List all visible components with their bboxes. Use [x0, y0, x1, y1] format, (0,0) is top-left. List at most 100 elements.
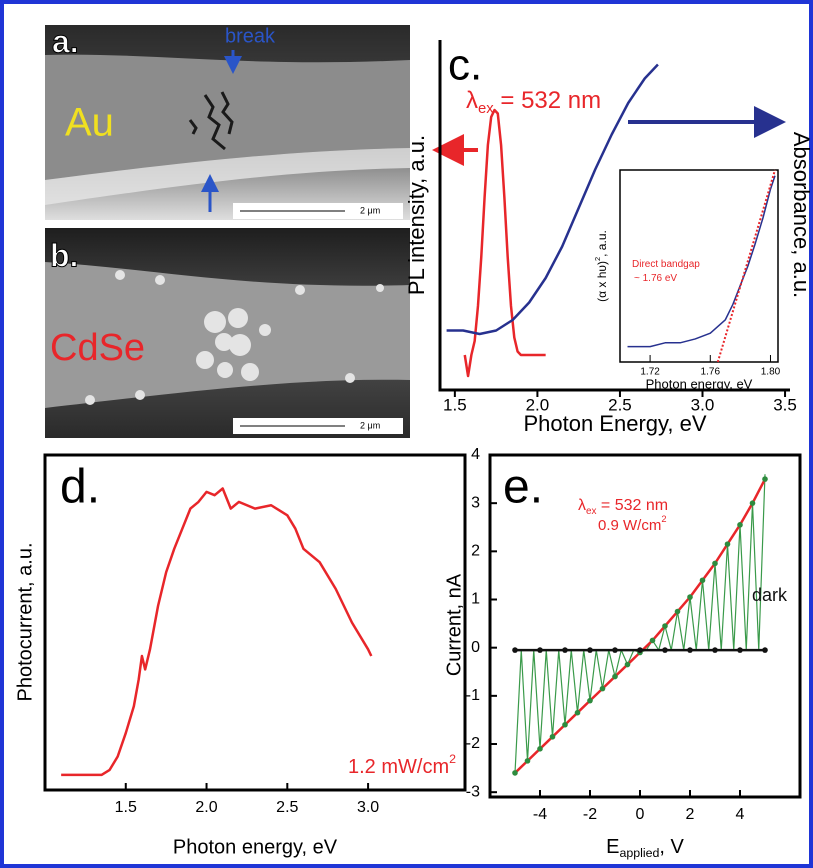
y2-axis-label: Absorbance, a.u.	[789, 132, 813, 298]
annotation: break	[225, 25, 276, 47]
x-tick-label: 2.5	[608, 395, 632, 414]
data-point	[649, 637, 656, 644]
data-point	[749, 500, 756, 506]
series-line	[463, 108, 546, 378]
y-tick-label: 4	[471, 446, 480, 463]
data-point	[512, 770, 518, 776]
x-tick-label: 1.72	[640, 367, 660, 378]
annotation: ~ 1.76 eV	[634, 273, 677, 284]
panel-title: e.	[503, 461, 543, 514]
gap	[188, 91, 234, 151]
chart-panel: -4 -2 0 2 4 -3 -2 -1 0 1 2 3 4 e.	[466, 446, 802, 823]
data-point	[712, 647, 718, 653]
chart-panel: 1.72 1.76 1.80	[619, 169, 781, 378]
x-tick-label: 1.76	[701, 367, 721, 378]
text-segment: E	[606, 836, 619, 858]
text-segment: Direct bandgap	[632, 259, 700, 270]
x-axis-label: Photon Energy, eV	[523, 411, 706, 436]
x-tick-label: 1.5	[115, 799, 137, 816]
data-point	[537, 746, 543, 752]
scale-label: 2 μm	[360, 420, 380, 430]
scale-label: 2 μm	[360, 205, 380, 215]
x-tick-label: -4	[533, 806, 547, 823]
x-axis-label: Photon energy, eV	[173, 836, 338, 858]
data-point	[762, 476, 768, 482]
data-point	[662, 647, 668, 653]
data-point	[662, 623, 668, 629]
annotation: 0.9 W/cm2	[598, 514, 667, 534]
text-segment: ~ 1.76 eV	[634, 273, 677, 284]
text-segment: 2	[593, 257, 602, 261]
text-segment: 1.2 mW/cm	[348, 756, 449, 778]
y-axis-label: (α x hυ)2, a.u.	[593, 230, 609, 302]
x-tick-label: 2.0	[526, 395, 550, 414]
x-tick-label: 3.5	[773, 395, 797, 414]
chart-panel: 1.5 2.0 2.5 3.0 3.5 c.	[438, 40, 797, 414]
data-point	[737, 522, 743, 528]
annotation: Direct bandgap	[632, 259, 700, 270]
data-point	[562, 647, 568, 653]
data-point	[587, 697, 593, 704]
data-point	[512, 647, 518, 653]
annotation: dark	[752, 585, 788, 605]
data-point	[687, 647, 693, 653]
sem-image-b: b. CdSe 2 μm	[45, 228, 410, 438]
annotation: 1.2 mW/cm2	[348, 752, 456, 778]
text-segment: 2	[661, 514, 666, 524]
text-segment: = 532 nm	[494, 87, 601, 114]
data-point	[762, 647, 768, 653]
text-segment: λ	[466, 87, 478, 114]
data-point	[587, 647, 593, 653]
series-line	[716, 169, 776, 363]
text-segment: ex	[478, 101, 494, 117]
data-point	[737, 647, 743, 653]
x-tick-label: 1.80	[761, 367, 781, 378]
data-point	[624, 661, 631, 668]
data-point	[562, 721, 568, 728]
sem-image-a: a. Au break 2 μm	[45, 23, 410, 220]
material-label: CdSe	[50, 327, 145, 369]
data-point	[687, 594, 693, 600]
x-tick-label: 3.0	[357, 799, 379, 816]
data-point	[674, 608, 681, 615]
x-tick-label: 2.5	[276, 799, 298, 816]
text-segment: = 532 nm	[596, 497, 668, 514]
y-tick-label: -2	[466, 735, 480, 752]
x-tick-label: 4	[736, 806, 745, 823]
panel-title: d.	[60, 461, 100, 514]
data-point	[712, 560, 718, 567]
annotation: λex = 532 nm	[578, 497, 668, 516]
data-point	[612, 647, 618, 653]
panel-title: c.	[448, 41, 482, 90]
annotation: λex = 532 nm	[466, 87, 601, 117]
text-segment: 0.9 W/cm	[598, 517, 661, 534]
material-label: Au	[65, 101, 114, 145]
y-tick-label: 3	[471, 494, 480, 511]
particles	[85, 270, 384, 405]
x-tick-label: 2	[686, 806, 695, 823]
text-segment: (α x hυ)	[595, 261, 609, 302]
data-point	[537, 647, 543, 653]
data-point	[599, 685, 606, 692]
plot-frame	[619, 169, 779, 363]
data-point	[724, 541, 731, 547]
text-segment: 2	[449, 752, 456, 766]
y-axis-label: Photocurrent, a.u.	[14, 543, 36, 702]
y-tick-label: 1	[471, 591, 480, 608]
data-point	[699, 577, 706, 584]
axis-lines	[438, 40, 790, 392]
y-axis-label: PL intensity, a.u.	[404, 135, 429, 295]
panel-label: b.	[50, 237, 78, 273]
series-line	[446, 63, 659, 336]
text-segment: , V	[659, 836, 684, 858]
y-tick-label: 2	[471, 543, 480, 560]
text-segment: ex	[586, 505, 597, 516]
x-tick-label: 0	[636, 806, 645, 823]
x-tick-label: 3.0	[691, 395, 715, 414]
data-point	[524, 758, 531, 764]
data-point	[574, 709, 581, 716]
series-line	[61, 487, 373, 777]
x-axis-label: Photon energy, eV	[646, 376, 753, 391]
